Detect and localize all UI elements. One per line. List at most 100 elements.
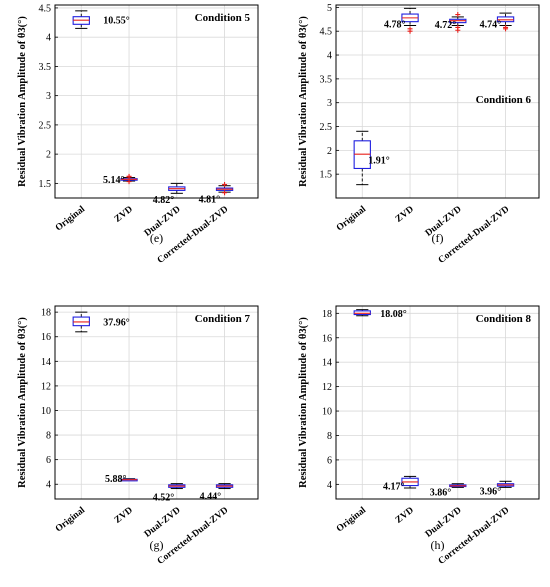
x-tick-label: ZVD <box>394 505 416 525</box>
x-tick-label: Original <box>335 505 368 534</box>
value-annotation: 4.82° <box>153 195 175 206</box>
y-axis-label: Residual Vibration Amplitude of θ3(°) <box>298 317 309 488</box>
outlier-mark <box>222 182 228 188</box>
value-annotation: 4.72° <box>435 20 457 31</box>
value-annotation: 18.08° <box>380 309 407 320</box>
x-tick-label: Original <box>54 505 87 534</box>
y-tick-label: 4 <box>327 51 332 62</box>
y-tick-label: 2 <box>46 150 51 161</box>
y-tick-label: 1.5 <box>320 170 333 181</box>
panel-label: (g) <box>150 538 164 552</box>
outlier-mark <box>126 174 132 180</box>
x-tick-label: Dual-ZVD <box>424 204 464 238</box>
y-tick-label: 2.5 <box>39 120 52 131</box>
outlier-mark <box>407 28 413 34</box>
y-tick-label: 4 <box>46 33 51 44</box>
y-tick-label: 14 <box>322 358 332 369</box>
x-tick-label: Dual-ZVD <box>143 505 183 539</box>
value-annotation: 4.74° <box>480 19 502 30</box>
y-tick-label: 8 <box>327 431 332 442</box>
y-axis-label: Residual Vibration Amplitude of θ3(°) <box>17 317 28 488</box>
value-annotation: 4.81° <box>199 195 221 206</box>
value-annotation: 10.55° <box>103 16 130 27</box>
y-axis-label: Residual Vibration Amplitude of θ3(°) <box>17 16 28 187</box>
value-annotation: 4.44° <box>200 492 222 503</box>
outlier-mark <box>222 190 228 196</box>
value-annotation: 3.96° <box>480 486 502 497</box>
x-tick-label: ZVD <box>113 204 135 224</box>
value-annotation: 1.91° <box>368 156 390 167</box>
y-tick-label: 6 <box>46 455 51 466</box>
y-tick-label: 4 <box>46 480 51 491</box>
y-tick-label: 18 <box>322 309 332 320</box>
y-tick-label: 3.5 <box>320 74 333 85</box>
value-annotation: 5.14° <box>103 175 125 186</box>
box-original <box>353 130 371 186</box>
y-tick-label: 3 <box>46 91 51 102</box>
box-dual-zvd <box>449 12 467 33</box>
box-corrected-dual-zvd <box>496 12 515 32</box>
x-tick-label: ZVD <box>394 204 416 224</box>
value-annotation: 3.86° <box>430 487 452 498</box>
panel-label: (f) <box>432 231 444 245</box>
x-tick-label: Original <box>54 204 87 233</box>
condition-label: Condition 8 <box>476 313 532 325</box>
y-tick-label: 6 <box>327 455 332 466</box>
y-tick-label: 3.5 <box>39 62 52 73</box>
y-tick-label: 1.5 <box>39 179 52 190</box>
chart-panel-2: 1.5 2 2.5 3 3.5 4 4.5 5 Original 1.91° ZVD 4.78° Dua… <box>298 3 540 266</box>
box-original <box>353 309 371 317</box>
plot-frame <box>335 305 540 500</box>
chart-panel-1: 1.522.533.544.5Original10.55°ZVD5.14°Dua… <box>17 3 259 266</box>
y-tick-label: 12 <box>41 381 51 392</box>
y-tick-label: 10 <box>41 406 51 417</box>
y-tick-label: 10 <box>322 407 332 418</box>
outlier-mark <box>126 179 132 185</box>
x-tick-label: Original <box>335 204 368 233</box>
box-original <box>72 311 90 333</box>
condition-label: Condition 5 <box>195 12 251 24</box>
chart-panel-4: 4 6 8 10 12 14 16 18 Original 18.08° ZVD 4.17° Dual-… <box>298 305 540 567</box>
value-annotation: 4.78° <box>384 19 406 30</box>
box-corrected-dual-zvd <box>215 483 234 490</box>
box-dual-zvd <box>168 182 186 194</box>
y-tick-label: 5 <box>327 3 332 14</box>
box-zvd <box>401 7 419 34</box>
x-tick-label: ZVD <box>113 505 135 525</box>
y-tick-label: 4.5 <box>39 3 52 14</box>
y-tick-label: 12 <box>322 382 332 393</box>
outlier-mark <box>503 26 509 32</box>
x-tick-label: Dual-ZVD <box>424 505 464 539</box>
value-annotation: 37.96° <box>103 317 130 328</box>
box-corrected-dual-zvd <box>215 182 234 196</box>
y-tick-label: 8 <box>46 431 51 442</box>
box-dual-zvd <box>168 483 186 490</box>
plot-frame <box>54 305 259 500</box>
panel-label: (h) <box>431 538 445 552</box>
plot-frame <box>54 4 259 199</box>
y-tick-label: 16 <box>41 332 51 343</box>
condition-label: Condition 6 <box>476 94 532 106</box>
value-annotation: 4.17° <box>383 481 405 492</box>
y-axis-label: Residual Vibration Amplitude of θ3(°) <box>298 16 309 187</box>
y-tick-label: 4.5 <box>320 27 333 38</box>
y-tick-label: 2.5 <box>320 122 333 133</box>
y-tick-label: 14 <box>41 357 51 368</box>
panel-label: (e) <box>150 231 163 245</box>
box-iqr <box>72 316 90 327</box>
y-tick-label: 16 <box>322 333 332 344</box>
box-zvd <box>120 173 138 185</box>
box-iqr <box>353 310 371 316</box>
plot-frame <box>335 4 540 199</box>
value-annotation: 5.88° <box>105 474 127 485</box>
box-zvd <box>120 478 138 482</box>
y-tick-label: 18 <box>41 308 51 319</box>
outlier-mark <box>455 27 461 33</box>
box-corrected-dual-zvd <box>496 480 515 488</box>
box-dual-zvd <box>449 483 467 488</box>
condition-label: Condition 7 <box>195 313 251 325</box>
value-annotation: 4.52° <box>153 493 175 504</box>
box-original <box>72 10 90 29</box>
chart-panel-3: 4 6 8 10 12 14 16 18 Original 37.96° ZVD 5.88° Dual-… <box>17 305 259 567</box>
outlier-mark <box>455 12 461 18</box>
